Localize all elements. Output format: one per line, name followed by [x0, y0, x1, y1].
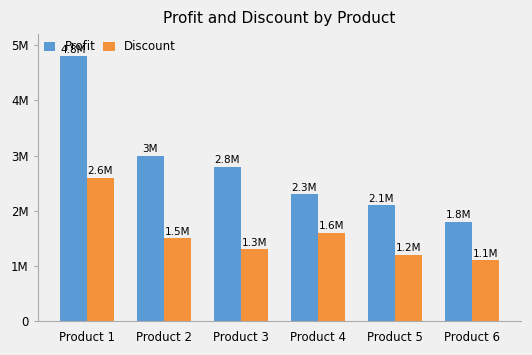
Bar — [472, 261, 499, 321]
Bar — [164, 239, 190, 321]
Text: 2.8M: 2.8M — [214, 155, 240, 165]
Text: 1.2M: 1.2M — [396, 243, 421, 253]
Text: 1.3M: 1.3M — [242, 238, 267, 248]
Legend: Profit, Discount: Profit, Discount — [44, 40, 176, 53]
Text: 2.3M: 2.3M — [292, 182, 317, 193]
Text: 2.1M: 2.1M — [369, 193, 394, 204]
Text: 1.6M: 1.6M — [319, 221, 344, 231]
Bar — [60, 56, 87, 321]
Bar — [395, 255, 422, 321]
Title: Profit and Discount by Product: Profit and Discount by Product — [163, 11, 395, 26]
Bar — [445, 222, 472, 321]
Text: 1.1M: 1.1M — [473, 249, 498, 259]
Bar — [318, 233, 345, 321]
Bar — [87, 178, 114, 321]
Text: 2.6M: 2.6M — [87, 166, 113, 176]
Bar — [214, 166, 241, 321]
Bar — [241, 250, 268, 321]
Bar — [368, 205, 395, 321]
Text: 1.8M: 1.8M — [446, 210, 471, 220]
Text: 3M: 3M — [143, 144, 158, 154]
Bar — [137, 155, 164, 321]
Text: 1.5M: 1.5M — [164, 227, 190, 237]
Text: 4.8M: 4.8M — [61, 45, 86, 55]
Bar — [291, 194, 318, 321]
